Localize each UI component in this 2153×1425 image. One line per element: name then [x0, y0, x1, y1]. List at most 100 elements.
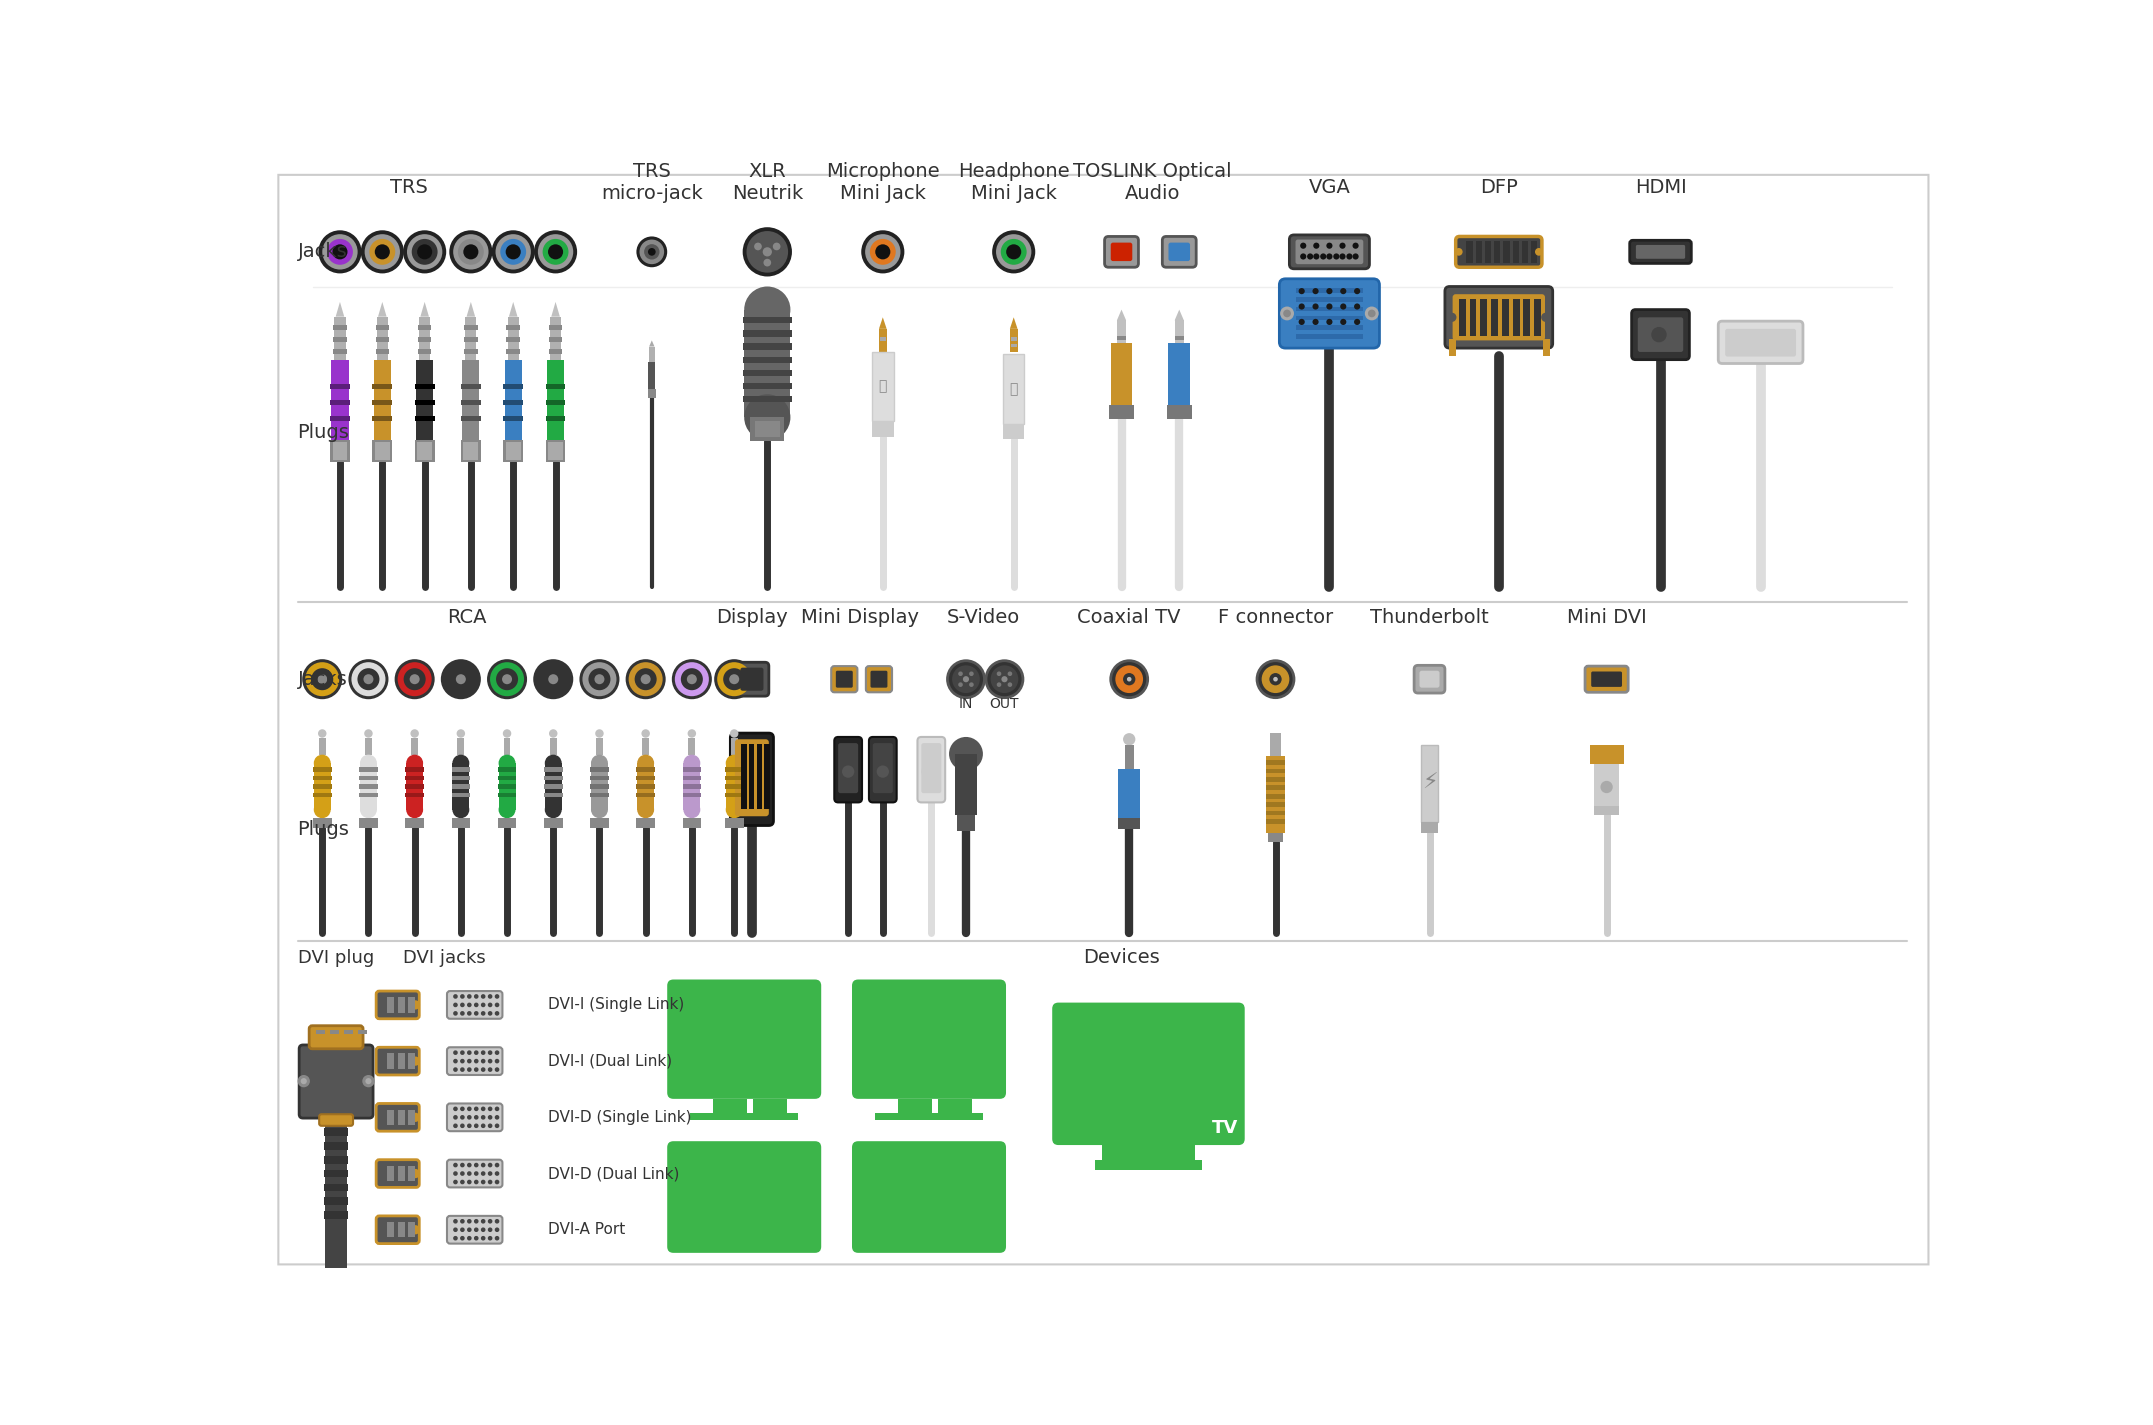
Bar	[743, 383, 792, 389]
Bar	[549, 325, 562, 331]
Bar	[1117, 336, 1126, 341]
Circle shape	[1339, 242, 1346, 249]
Bar	[1544, 339, 1550, 356]
Circle shape	[545, 755, 562, 771]
Bar	[409, 997, 416, 1013]
Circle shape	[672, 660, 713, 700]
Text: DVI jacks: DVI jacks	[403, 949, 484, 968]
Bar	[939, 1099, 973, 1113]
Bar	[1266, 768, 1285, 774]
Circle shape	[969, 671, 973, 675]
Bar	[1266, 794, 1285, 798]
Circle shape	[474, 1227, 478, 1233]
Bar	[1117, 787, 1139, 794]
Polygon shape	[1117, 309, 1126, 321]
Bar	[508, 316, 519, 359]
Circle shape	[969, 683, 973, 687]
Circle shape	[997, 683, 1001, 687]
Bar	[1124, 745, 1135, 768]
Circle shape	[461, 1003, 465, 1007]
Bar	[1266, 777, 1285, 781]
FancyBboxPatch shape	[870, 671, 887, 688]
Circle shape	[452, 1059, 459, 1063]
Bar	[497, 775, 517, 779]
Bar	[452, 818, 469, 828]
Circle shape	[648, 248, 657, 255]
Polygon shape	[336, 302, 344, 316]
Bar	[1486, 241, 1492, 262]
FancyBboxPatch shape	[853, 1141, 1005, 1253]
Circle shape	[474, 1163, 478, 1167]
FancyBboxPatch shape	[448, 1216, 502, 1244]
Bar	[504, 738, 510, 755]
Circle shape	[921, 765, 934, 778]
Bar	[497, 818, 517, 828]
FancyBboxPatch shape	[917, 737, 945, 802]
Circle shape	[297, 1074, 310, 1087]
Bar	[1117, 321, 1126, 343]
Circle shape	[411, 1226, 420, 1234]
FancyBboxPatch shape	[872, 742, 893, 794]
Bar	[743, 356, 792, 363]
Circle shape	[1600, 781, 1613, 794]
Circle shape	[717, 663, 751, 697]
Circle shape	[952, 665, 980, 693]
FancyBboxPatch shape	[741, 668, 764, 691]
Bar	[1010, 336, 1016, 341]
Circle shape	[1111, 661, 1148, 698]
FancyBboxPatch shape	[1636, 245, 1686, 259]
Bar	[325, 1114, 347, 1268]
Circle shape	[474, 1050, 478, 1054]
Circle shape	[495, 1227, 499, 1233]
Bar	[316, 1029, 325, 1035]
Circle shape	[1298, 288, 1305, 294]
FancyBboxPatch shape	[1419, 671, 1440, 688]
Bar	[398, 1053, 405, 1069]
FancyBboxPatch shape	[299, 1045, 372, 1119]
Circle shape	[489, 1050, 493, 1054]
Circle shape	[947, 661, 984, 698]
Circle shape	[467, 1107, 472, 1112]
Circle shape	[594, 730, 603, 738]
Bar	[312, 768, 332, 771]
Circle shape	[495, 1107, 499, 1112]
Bar	[372, 383, 392, 389]
Bar	[637, 768, 655, 771]
FancyBboxPatch shape	[1415, 665, 1445, 693]
Circle shape	[474, 1003, 478, 1007]
Text: RCA: RCA	[448, 608, 487, 627]
Circle shape	[489, 1012, 493, 1016]
Circle shape	[467, 1218, 472, 1224]
Bar	[323, 1114, 349, 1121]
Circle shape	[467, 1003, 472, 1007]
Circle shape	[489, 1227, 493, 1233]
Bar	[1109, 405, 1135, 419]
Polygon shape	[878, 318, 887, 329]
Circle shape	[491, 663, 523, 697]
Bar	[689, 738, 695, 755]
Circle shape	[319, 730, 327, 738]
Bar	[1266, 785, 1285, 789]
Text: DVI plug: DVI plug	[297, 949, 375, 968]
Bar	[398, 1223, 405, 1237]
Circle shape	[398, 663, 431, 697]
FancyBboxPatch shape	[831, 665, 857, 693]
Circle shape	[461, 1163, 465, 1167]
Circle shape	[1333, 254, 1339, 259]
Circle shape	[958, 683, 962, 687]
Bar	[366, 738, 372, 755]
Bar	[549, 738, 558, 755]
Text: Jacks: Jacks	[297, 242, 347, 261]
FancyBboxPatch shape	[319, 1114, 353, 1126]
Circle shape	[495, 1180, 499, 1184]
Circle shape	[726, 755, 743, 771]
Circle shape	[480, 1003, 484, 1007]
Bar	[504, 440, 523, 462]
Circle shape	[629, 663, 663, 697]
Bar	[756, 422, 779, 436]
Circle shape	[538, 234, 573, 269]
Bar	[726, 775, 743, 779]
Bar	[648, 346, 655, 362]
Bar	[545, 383, 566, 389]
Bar	[1003, 423, 1025, 439]
